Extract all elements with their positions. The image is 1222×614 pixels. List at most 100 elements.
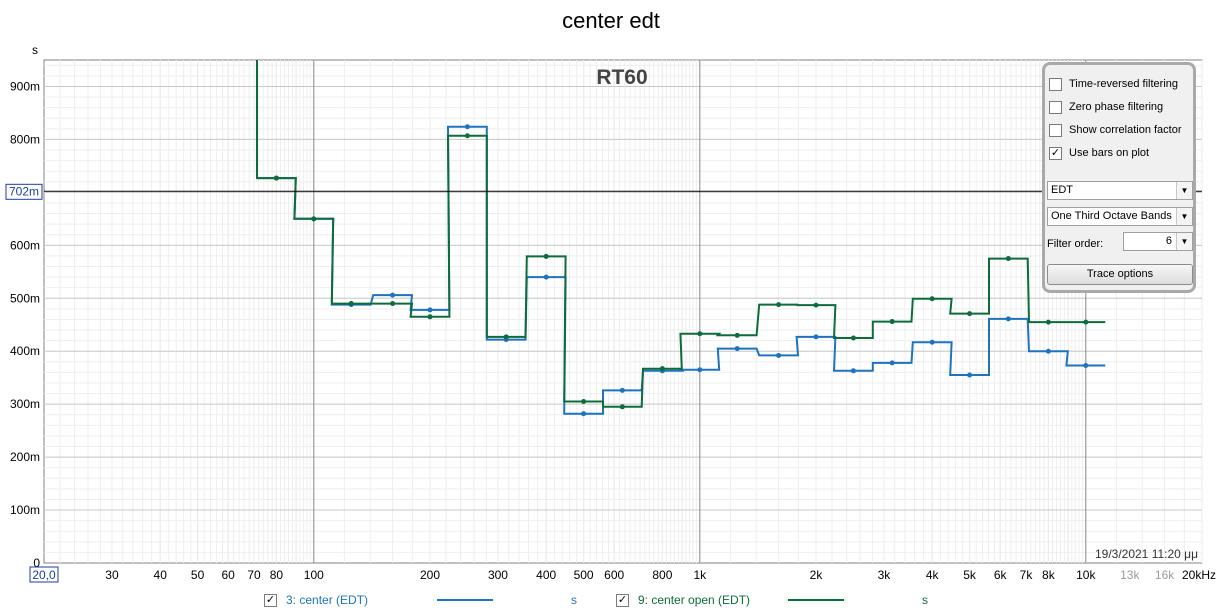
y-tick-label: 400m xyxy=(10,344,40,358)
band-select-value: One Third Octave Bands xyxy=(1051,210,1172,222)
series-point xyxy=(1083,319,1089,325)
time-reversed-filtering-label: Time-reversed filtering xyxy=(1069,78,1179,90)
x-tick-label: 7k xyxy=(1020,568,1034,582)
series-point xyxy=(1083,363,1089,369)
legend-center-unit: s xyxy=(571,593,577,607)
series-point xyxy=(850,368,856,374)
filter-order-value: 6 xyxy=(1165,235,1172,247)
x-tick-label: 600 xyxy=(604,568,624,582)
x-tick-label: 3k xyxy=(878,568,892,582)
series-point xyxy=(776,302,782,308)
chevron-down-icon[interactable]: ▼ xyxy=(1176,182,1192,199)
series-point xyxy=(503,334,509,340)
series-point xyxy=(967,311,973,317)
series-point xyxy=(1045,348,1051,354)
x-tick-label: 800 xyxy=(652,568,672,582)
x-tick-label: 10k xyxy=(1076,568,1096,582)
y-tick-label: 0 xyxy=(33,556,40,570)
x-tick-label: 8k xyxy=(1042,568,1056,582)
series-point xyxy=(967,372,973,378)
series-line xyxy=(257,125,1106,415)
x-tick-label: 100 xyxy=(304,568,324,582)
legend-center-checkbox[interactable]: ✓ xyxy=(264,593,277,607)
series-point xyxy=(543,253,549,259)
use-bars-on-plot-label: Use bars on plot xyxy=(1069,147,1150,159)
x-tick-label: 30 xyxy=(105,568,119,582)
chevron-down-icon[interactable]: ▼ xyxy=(1176,208,1192,225)
x-tick-label: 16k xyxy=(1155,568,1175,582)
show-correlation-factor-option[interactable]: Show correlation factor xyxy=(1049,121,1182,139)
series-point xyxy=(1005,256,1011,262)
legend-center-swatch xyxy=(437,599,493,601)
x-tick-label: 200 xyxy=(420,568,440,582)
series-point xyxy=(697,367,703,373)
legend-center-open-checkbox[interactable]: ✓ xyxy=(616,593,629,607)
x-tick-label: 70 xyxy=(247,568,261,582)
legend-center-open-unit: s xyxy=(922,593,928,607)
x-tick-label: 5k xyxy=(963,568,977,582)
x-tick-label: 20kHz xyxy=(1182,568,1216,582)
y-tick-label: 800m xyxy=(10,132,40,146)
series-point xyxy=(850,335,856,341)
y-tick-label: 300m xyxy=(10,397,40,411)
series-point xyxy=(619,387,625,393)
y-tick-label: 600m xyxy=(10,238,40,252)
chart-title: center edt xyxy=(562,8,660,33)
x-tick-label: 40 xyxy=(154,568,168,582)
legend-item-center[interactable]: ✓ 3: center (EDT) xyxy=(264,592,368,608)
y-tick-label: 100m xyxy=(10,503,40,517)
series-point xyxy=(273,175,279,181)
use-bars-on-plot-option[interactable]: ✓ Use bars on plot xyxy=(1049,144,1149,162)
options-panel: Time-reversed filtering Zero phase filte… xyxy=(1042,62,1196,293)
show-correlation-factor-checkbox[interactable] xyxy=(1049,123,1062,137)
zero-phase-filtering-option[interactable]: Zero phase filtering xyxy=(1049,98,1163,116)
x-tick-label: 500 xyxy=(574,568,594,582)
series-point xyxy=(427,314,433,320)
metric-select-value: EDT xyxy=(1051,184,1073,196)
cursor-value-box xyxy=(5,183,43,200)
series-point xyxy=(697,331,703,337)
y-tick-label: 500m xyxy=(10,291,40,305)
time-reversed-filtering-option[interactable]: Time-reversed filtering xyxy=(1049,75,1178,93)
metric-select[interactable]: EDT ▼ xyxy=(1047,181,1193,200)
band-select[interactable]: One Third Octave Bands ▼ xyxy=(1047,207,1193,226)
series-point xyxy=(734,332,740,338)
filter-order-label: Filter order: xyxy=(1047,238,1104,250)
series-point xyxy=(619,404,625,410)
series-point xyxy=(581,399,587,405)
legend-center-open-swatch xyxy=(788,599,844,601)
chevron-down-icon[interactable]: ▼ xyxy=(1176,233,1192,250)
x-tick-label: 60 xyxy=(221,568,235,582)
series-point xyxy=(813,334,819,340)
use-bars-on-plot-checkbox[interactable]: ✓ xyxy=(1049,146,1062,160)
series-point xyxy=(390,301,396,307)
x-tick-label: 13k xyxy=(1120,568,1140,582)
series-point xyxy=(929,296,935,302)
legend-item-center-open[interactable]: ✓ 9: center open (EDT) xyxy=(616,592,750,608)
legend-center-open-label: 9: center open (EDT) xyxy=(638,593,751,607)
series-point xyxy=(464,133,470,139)
x-tick-label: 1k xyxy=(693,568,707,582)
cursor-value-label: 702m xyxy=(9,184,39,198)
series-point xyxy=(813,302,819,308)
legend-center-label: 3: center (EDT) xyxy=(286,593,369,607)
series-point xyxy=(390,292,396,298)
x-tick-label: 2k xyxy=(810,568,824,582)
series-line xyxy=(256,60,1106,408)
series-point xyxy=(543,274,549,280)
time-reversed-filtering-checkbox[interactable] xyxy=(1049,77,1062,91)
series-point xyxy=(348,301,354,307)
trace-options-button[interactable]: Trace options xyxy=(1047,264,1193,285)
x-tick-label: 80 xyxy=(270,568,284,582)
series-point xyxy=(311,216,317,222)
series-point xyxy=(1045,319,1051,325)
filter-order-select[interactable]: 6 ▼ xyxy=(1123,232,1193,251)
series-point xyxy=(929,339,935,345)
x-tick-label: 6k xyxy=(994,568,1008,582)
zero-phase-filtering-checkbox[interactable] xyxy=(1049,100,1062,114)
series-point xyxy=(464,124,470,130)
y-tick-label: 200m xyxy=(10,450,40,464)
series-point xyxy=(1005,316,1011,322)
x-tick-label: 20,0 xyxy=(32,568,56,582)
